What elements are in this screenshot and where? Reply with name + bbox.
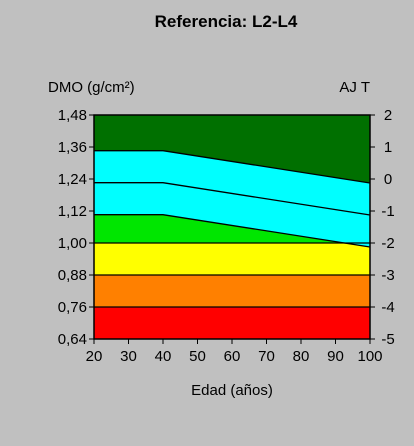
t-tick-label: 0 (384, 171, 392, 188)
t-tick-label: -4 (381, 299, 394, 316)
band-amarillo (94, 243, 370, 275)
t-tick-label: 1 (384, 139, 392, 156)
y-tick-label: 1,00 (58, 235, 87, 252)
series-line-line-low (94, 214, 371, 248)
series-line-line-mid (94, 182, 371, 216)
axes: 1,48 1,36 1,24 1,12 1,00 0,88 0,76 0,64 2 1 0 -1 -2 -… (58, 107, 395, 365)
chart-title: Referencia: L2-L4 (155, 12, 298, 31)
t-tick-label: -2 (381, 235, 394, 252)
x-tick-label: 60 (224, 348, 241, 365)
x-tick-label: 50 (189, 348, 206, 365)
x-tick-label: 100 (357, 348, 382, 365)
x-tick-label: 20 (86, 348, 103, 365)
x-tick-label: 80 (293, 348, 310, 365)
y-axis-right-label: AJ T (339, 79, 370, 96)
plot-area (94, 115, 371, 339)
series-line-line-high (94, 150, 371, 184)
x-tick-label: 30 (120, 348, 137, 365)
band-cian (94, 150, 370, 247)
t-tick-label: -5 (381, 331, 394, 348)
t-tick-label: -3 (381, 267, 394, 284)
x-tick-label: 40 (155, 348, 172, 365)
band-verde (94, 214, 370, 247)
y-tick-label: 1,48 (58, 107, 87, 124)
x-tick-label: 90 (327, 348, 344, 365)
y-tick-label: 1,12 (58, 203, 87, 220)
y-axis-label: DMO (g/cm²) (48, 79, 135, 96)
x-tick-label: 70 (258, 348, 275, 365)
band-naranja (94, 275, 370, 307)
band-rojo (94, 307, 370, 339)
y-tick-label: 0,88 (58, 267, 87, 284)
band-verde-oscuro (94, 115, 370, 183)
t-tick-label: -1 (381, 203, 394, 220)
t-tick-label: 2 (384, 107, 392, 124)
y-tick-label: 0,64 (58, 331, 87, 348)
y-tick-label: 1,24 (58, 171, 87, 188)
y-tick-label: 0,76 (58, 299, 87, 316)
x-axis-label: Edad (años) (191, 382, 273, 399)
y-tick-label: 1,36 (58, 139, 87, 156)
